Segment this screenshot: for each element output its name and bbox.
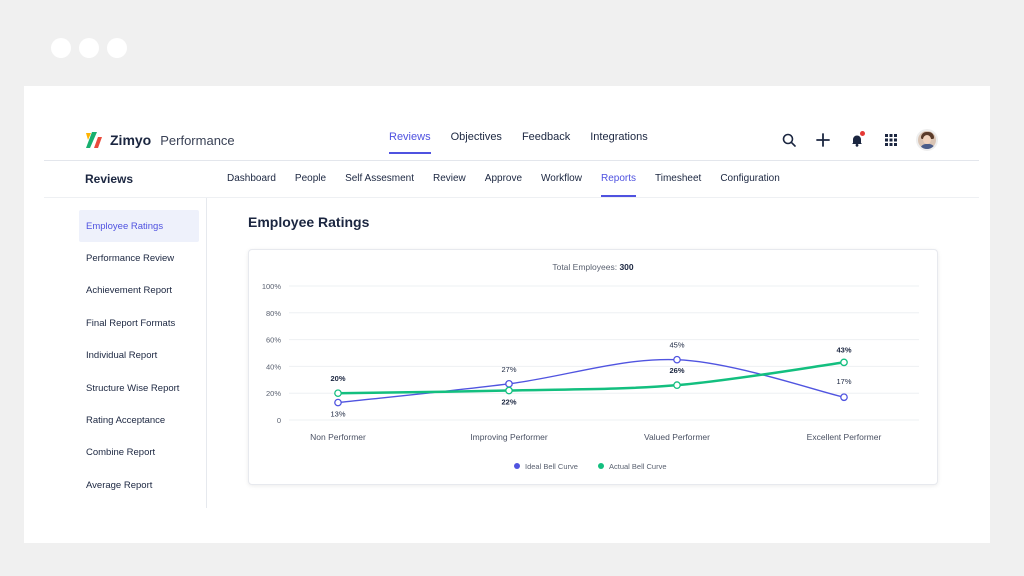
tab-review[interactable]: Review: [432, 173, 466, 184]
data-label: 17%: [836, 377, 851, 386]
total-employees: Total Employees: 300: [249, 262, 937, 272]
y-tick-label: 40%: [266, 362, 281, 371]
employee-ratings-chart: 0 20% 40% 60% 80% 100% Non Performer Improving …: [262, 282, 919, 471]
sub-nav: Dashboard People Self Assesment Review Appro…: [227, 173, 780, 197]
x-tick-label: Non Performer: [310, 432, 366, 442]
search-icon[interactable]: [780, 131, 798, 149]
nav-objectives[interactable]: Objectives: [450, 131, 502, 143]
legend-marker: [598, 463, 604, 469]
total-employees-label: Total Employees:: [552, 262, 618, 272]
app-window: Zimyo Performance Reviews Objectives Feedb…: [24, 86, 990, 543]
sidebar-item-structure-wise-report[interactable]: Structure Wise Report: [86, 382, 180, 394]
total-employees-value: 300: [619, 262, 634, 272]
chart-card: Total Employees: 300 0 20% 40% 60% 80% 100% No…: [248, 249, 938, 485]
window-dot[interactable]: [51, 38, 71, 58]
series-line-ideal-bell-curve: [337, 358, 845, 404]
plus-icon[interactable]: [814, 131, 832, 149]
data-point: [673, 355, 681, 364]
nav-integrations[interactable]: Integrations: [590, 131, 648, 143]
data-label: 26%: [669, 366, 684, 375]
window-dot[interactable]: [79, 38, 99, 58]
avatar[interactable]: [916, 129, 938, 151]
data-label: 45%: [669, 341, 684, 350]
tab-reports[interactable]: Reports: [600, 173, 636, 197]
data-point: [334, 389, 342, 398]
data-label: 20%: [330, 374, 345, 383]
sidebar-item-final-report-formats[interactable]: Final Report Formats: [86, 317, 176, 329]
nav-feedback[interactable]: Feedback: [521, 131, 571, 143]
data-point: [505, 379, 513, 388]
sidebar-item-employee-ratings[interactable]: Employee Ratings: [79, 210, 199, 242]
apps-grid-icon[interactable]: [882, 131, 900, 149]
tab-approve[interactable]: Approve: [484, 173, 523, 184]
x-tick-label: Excellent Performer: [807, 432, 882, 442]
top-nav: Reviews Objectives Feedback Integrations: [389, 131, 648, 154]
sub-bar: Reviews Dashboard People Self Assesment Rev…: [44, 161, 979, 198]
sidebar-item-achievement-report[interactable]: Achievement Report: [86, 285, 173, 297]
data-label: 13%: [330, 410, 345, 419]
window-dot[interactable]: [107, 38, 127, 58]
brand-name: Zimyo: [110, 132, 152, 148]
y-tick-label: 0: [277, 416, 281, 425]
section-title: Reviews: [85, 172, 134, 186]
zimyo-logo-icon: [86, 132, 102, 148]
data-point: [334, 398, 342, 407]
data-point: [840, 393, 848, 402]
tab-configuration[interactable]: Configuration: [720, 173, 780, 184]
page-title: Employee Ratings: [248, 214, 370, 230]
notification-dot: [860, 131, 865, 136]
data-label: 22%: [501, 398, 516, 407]
sidebar-item-rating-acceptance[interactable]: Rating Acceptance: [86, 414, 166, 426]
report-sidebar: Employee Ratings Performance Review Achiev…: [44, 198, 207, 508]
y-tick-label: 80%: [266, 309, 281, 318]
data-point: [673, 381, 681, 390]
series-line-actual-bell-curve: [337, 361, 845, 395]
tab-timesheet[interactable]: Timesheet: [654, 173, 702, 184]
tab-dashboard[interactable]: Dashboard: [227, 173, 276, 184]
logo[interactable]: Zimyo Performance: [85, 131, 235, 149]
window-controls: [51, 38, 127, 58]
y-tick-label: 60%: [266, 336, 281, 345]
sidebar-item-combine-report[interactable]: Combine Report: [86, 447, 156, 459]
legend-label: Ideal Bell Curve: [525, 462, 578, 471]
legend-marker: [514, 463, 520, 469]
data-point: [505, 386, 513, 395]
sidebar-item-individual-report[interactable]: Individual Report: [86, 350, 158, 362]
x-tick-label: Valued Performer: [644, 432, 710, 442]
tab-self-assesment[interactable]: Self Assesment: [345, 173, 414, 184]
tab-workflow[interactable]: Workflow: [541, 173, 582, 184]
tab-people[interactable]: People: [294, 173, 327, 184]
y-tick-label: 100%: [262, 282, 282, 291]
legend-label: Actual Bell Curve: [609, 462, 667, 471]
x-tick-label: Improving Performer: [470, 432, 548, 442]
data-label: 27%: [501, 365, 516, 374]
sidebar-item-average-report[interactable]: Average Report: [86, 479, 153, 491]
sidebar-item-performance-review[interactable]: Performance Review: [86, 252, 175, 264]
header-actions: [780, 129, 938, 151]
data-label: 43%: [836, 345, 851, 354]
bell-icon[interactable]: [848, 131, 866, 149]
data-point: [840, 358, 848, 367]
y-tick-label: 20%: [266, 389, 281, 398]
product-name: Performance: [160, 132, 235, 148]
nav-reviews[interactable]: Reviews: [389, 131, 431, 154]
top-bar: Zimyo Performance Reviews Objectives Feedb…: [44, 86, 979, 161]
